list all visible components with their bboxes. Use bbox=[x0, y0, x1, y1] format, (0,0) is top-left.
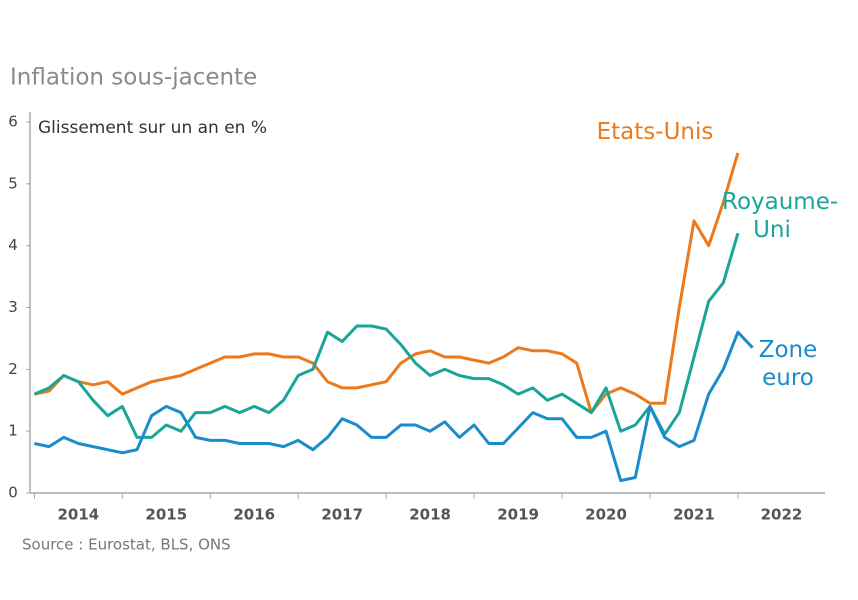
x-tick-label: 2016 bbox=[233, 506, 275, 524]
series-label: Etats-Unis bbox=[596, 119, 714, 145]
x-tick-label: 2019 bbox=[497, 506, 539, 524]
y-tick-label: 2 bbox=[8, 360, 18, 378]
chart-title: Inflation sous-jacente bbox=[10, 65, 257, 91]
x-tick-label: 2022 bbox=[761, 506, 803, 524]
source: Source : Eurostat, BLS, ONS bbox=[22, 536, 231, 554]
x-tick-label: 2020 bbox=[585, 506, 627, 524]
y-tick-label: 1 bbox=[8, 422, 18, 440]
series-line bbox=[34, 330, 754, 483]
series-label: Zone euro bbox=[758, 337, 818, 391]
y-tick-label: 4 bbox=[8, 236, 18, 254]
series-line bbox=[34, 152, 740, 415]
y-tick-label: 0 bbox=[8, 484, 18, 502]
x-tick-label: 2018 bbox=[409, 506, 451, 524]
x-tick-label: 2014 bbox=[57, 506, 99, 524]
y-tick-label: 3 bbox=[8, 298, 18, 316]
y-tick-label: 5 bbox=[8, 174, 18, 192]
y-tick-label: 6 bbox=[8, 113, 18, 131]
subtitle: Glissement sur un an en % bbox=[38, 118, 267, 138]
x-tick-label: 2017 bbox=[321, 506, 363, 524]
series-line bbox=[33, 232, 740, 439]
x-tick-label: 2021 bbox=[673, 506, 715, 524]
x-tick-label: 2015 bbox=[145, 506, 187, 524]
plot-panel bbox=[0, 100, 858, 558]
series-label: Royaume-Uni bbox=[722, 189, 839, 243]
